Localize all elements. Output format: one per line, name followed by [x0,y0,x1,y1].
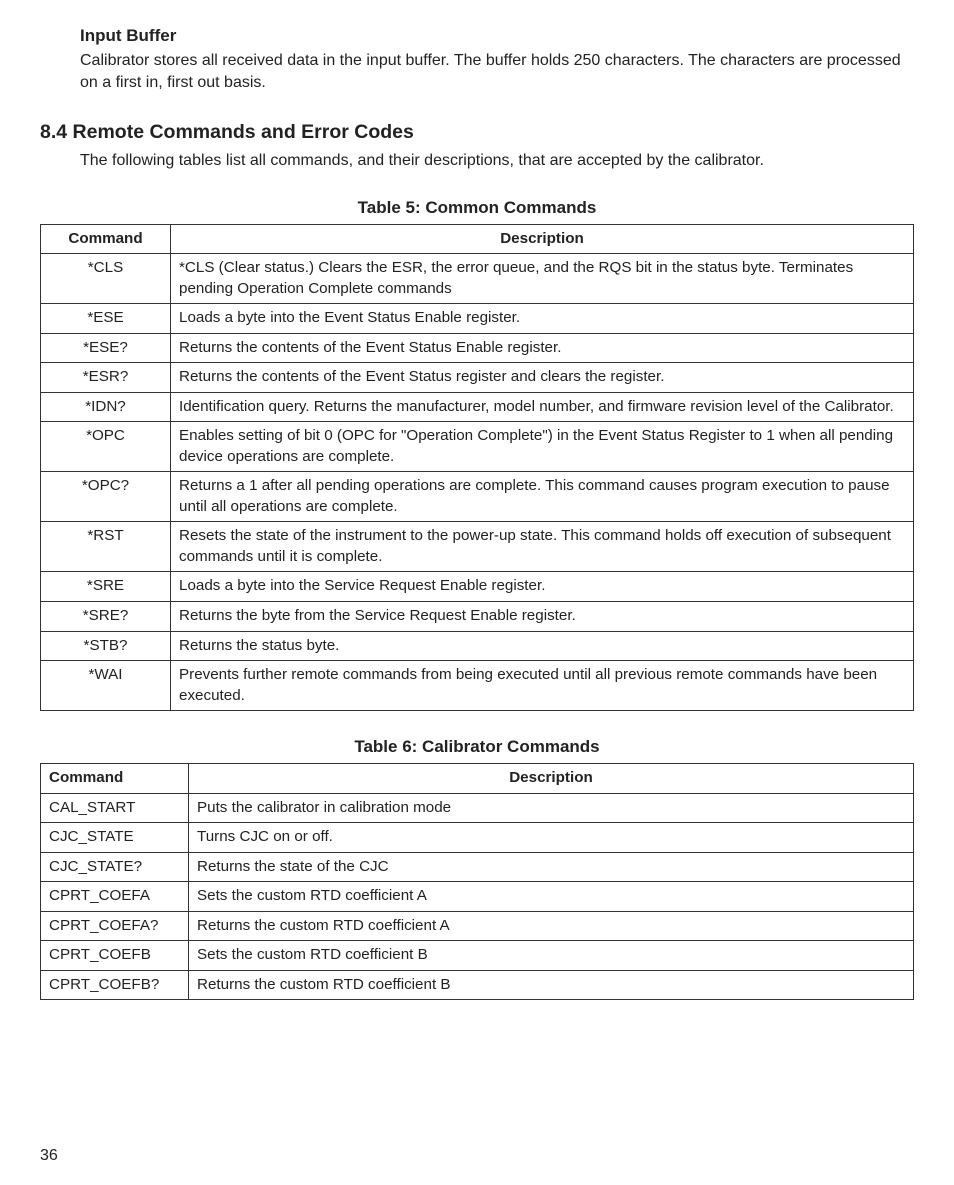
cell-command: *SRE [41,572,171,602]
table-6-title: Table 6: Calibrator Commands [40,737,914,757]
table-row: *RSTResets the state of the instrument t… [41,522,914,572]
cell-command: CPRT_COEFA? [41,911,189,941]
table-row: *SRE?Returns the byte from the Service R… [41,602,914,632]
cell-command: *ESE [41,304,171,334]
table-row: CPRT_COEFB?Returns the custom RTD coeffi… [41,970,914,1000]
cell-description: Sets the custom RTD coefficient B [189,941,914,971]
table-header-row: Command Description [41,764,914,794]
col-command: Command [41,764,189,794]
cell-description: Identification query. Returns the manufa… [171,392,914,422]
table-6: Command Description CAL_STARTPuts the ca… [40,763,914,1000]
col-description: Description [189,764,914,794]
cell-description: Returns the custom RTD coefficient A [189,911,914,941]
cell-command: CJC_STATE? [41,852,189,882]
cell-command: *SRE? [41,602,171,632]
cell-command: CJC_STATE [41,823,189,853]
input-buffer-heading: Input Buffer [80,26,914,46]
table-row: *SRELoads a byte into the Service Reques… [41,572,914,602]
section-8-4-para: The following tables list all commands, … [80,150,914,172]
table-row: *ESE?Returns the contents of the Event S… [41,333,914,363]
section-8-4-heading: 8.4 Remote Commands and Error Codes [40,121,914,144]
cell-command: *IDN? [41,392,171,422]
cell-command: *ESE? [41,333,171,363]
cell-command: *RST [41,522,171,572]
table-row: CJC_STATETurns CJC on or off. [41,823,914,853]
table-row: CAL_STARTPuts the calibrator in calibrat… [41,793,914,823]
table-row: *ESELoads a byte into the Event Status E… [41,304,914,334]
table-row: *STB?Returns the status byte. [41,631,914,661]
cell-description: Enables setting of bit 0 (OPC for "Opera… [171,422,914,472]
table-row: CPRT_COEFA?Returns the custom RTD coeffi… [41,911,914,941]
cell-description: Resets the state of the instrument to th… [171,522,914,572]
cell-command: *CLS [41,254,171,304]
table-row: *IDN?Identification query. Returns the m… [41,392,914,422]
table-row: *WAIPrevents further remote commands fro… [41,661,914,711]
cell-description: Sets the custom RTD coefficient A [189,882,914,912]
col-description: Description [171,224,914,254]
cell-command: *OPC? [41,472,171,522]
input-buffer-para: Calibrator stores all received data in t… [80,50,914,93]
cell-description: Returns the status byte. [171,631,914,661]
cell-command: CPRT_COEFA [41,882,189,912]
cell-description: Returns the contents of the Event Status… [171,363,914,393]
cell-description: Loads a byte into the Event Status Enabl… [171,304,914,334]
cell-command: CPRT_COEFB? [41,970,189,1000]
table-row: *ESR?Returns the contents of the Event S… [41,363,914,393]
cell-description: Returns the byte from the Service Reques… [171,602,914,632]
table-row: *OPC?Returns a 1 after all pending opera… [41,472,914,522]
cell-description: *CLS (Clear status.) Clears the ESR, the… [171,254,914,304]
table-header-row: Command Description [41,224,914,254]
table-5: Command Description *CLS*CLS (Clear stat… [40,224,914,711]
cell-command: *WAI [41,661,171,711]
table-5-title: Table 5: Common Commands [40,198,914,218]
cell-description: Returns the custom RTD coefficient B [189,970,914,1000]
cell-command: *STB? [41,631,171,661]
cell-description: Puts the calibrator in calibration mode [189,793,914,823]
table-row: CJC_STATE?Returns the state of the CJC [41,852,914,882]
col-command: Command [41,224,171,254]
table-row: *OPCEnables setting of bit 0 (OPC for "O… [41,422,914,472]
cell-command: *ESR? [41,363,171,393]
table-row: CPRT_COEFBSets the custom RTD coefficien… [41,941,914,971]
cell-description: Returns the state of the CJC [189,852,914,882]
cell-description: Returns the contents of the Event Status… [171,333,914,363]
page-number: 36 [40,1147,58,1165]
cell-command: CAL_START [41,793,189,823]
cell-command: *OPC [41,422,171,472]
cell-description: Turns CJC on or off. [189,823,914,853]
table-row: CPRT_COEFASets the custom RTD coefficien… [41,882,914,912]
cell-description: Loads a byte into the Service Request En… [171,572,914,602]
cell-description: Prevents further remote commands from be… [171,661,914,711]
cell-description: Returns a 1 after all pending operations… [171,472,914,522]
table-row: *CLS*CLS (Clear status.) Clears the ESR,… [41,254,914,304]
cell-command: CPRT_COEFB [41,941,189,971]
